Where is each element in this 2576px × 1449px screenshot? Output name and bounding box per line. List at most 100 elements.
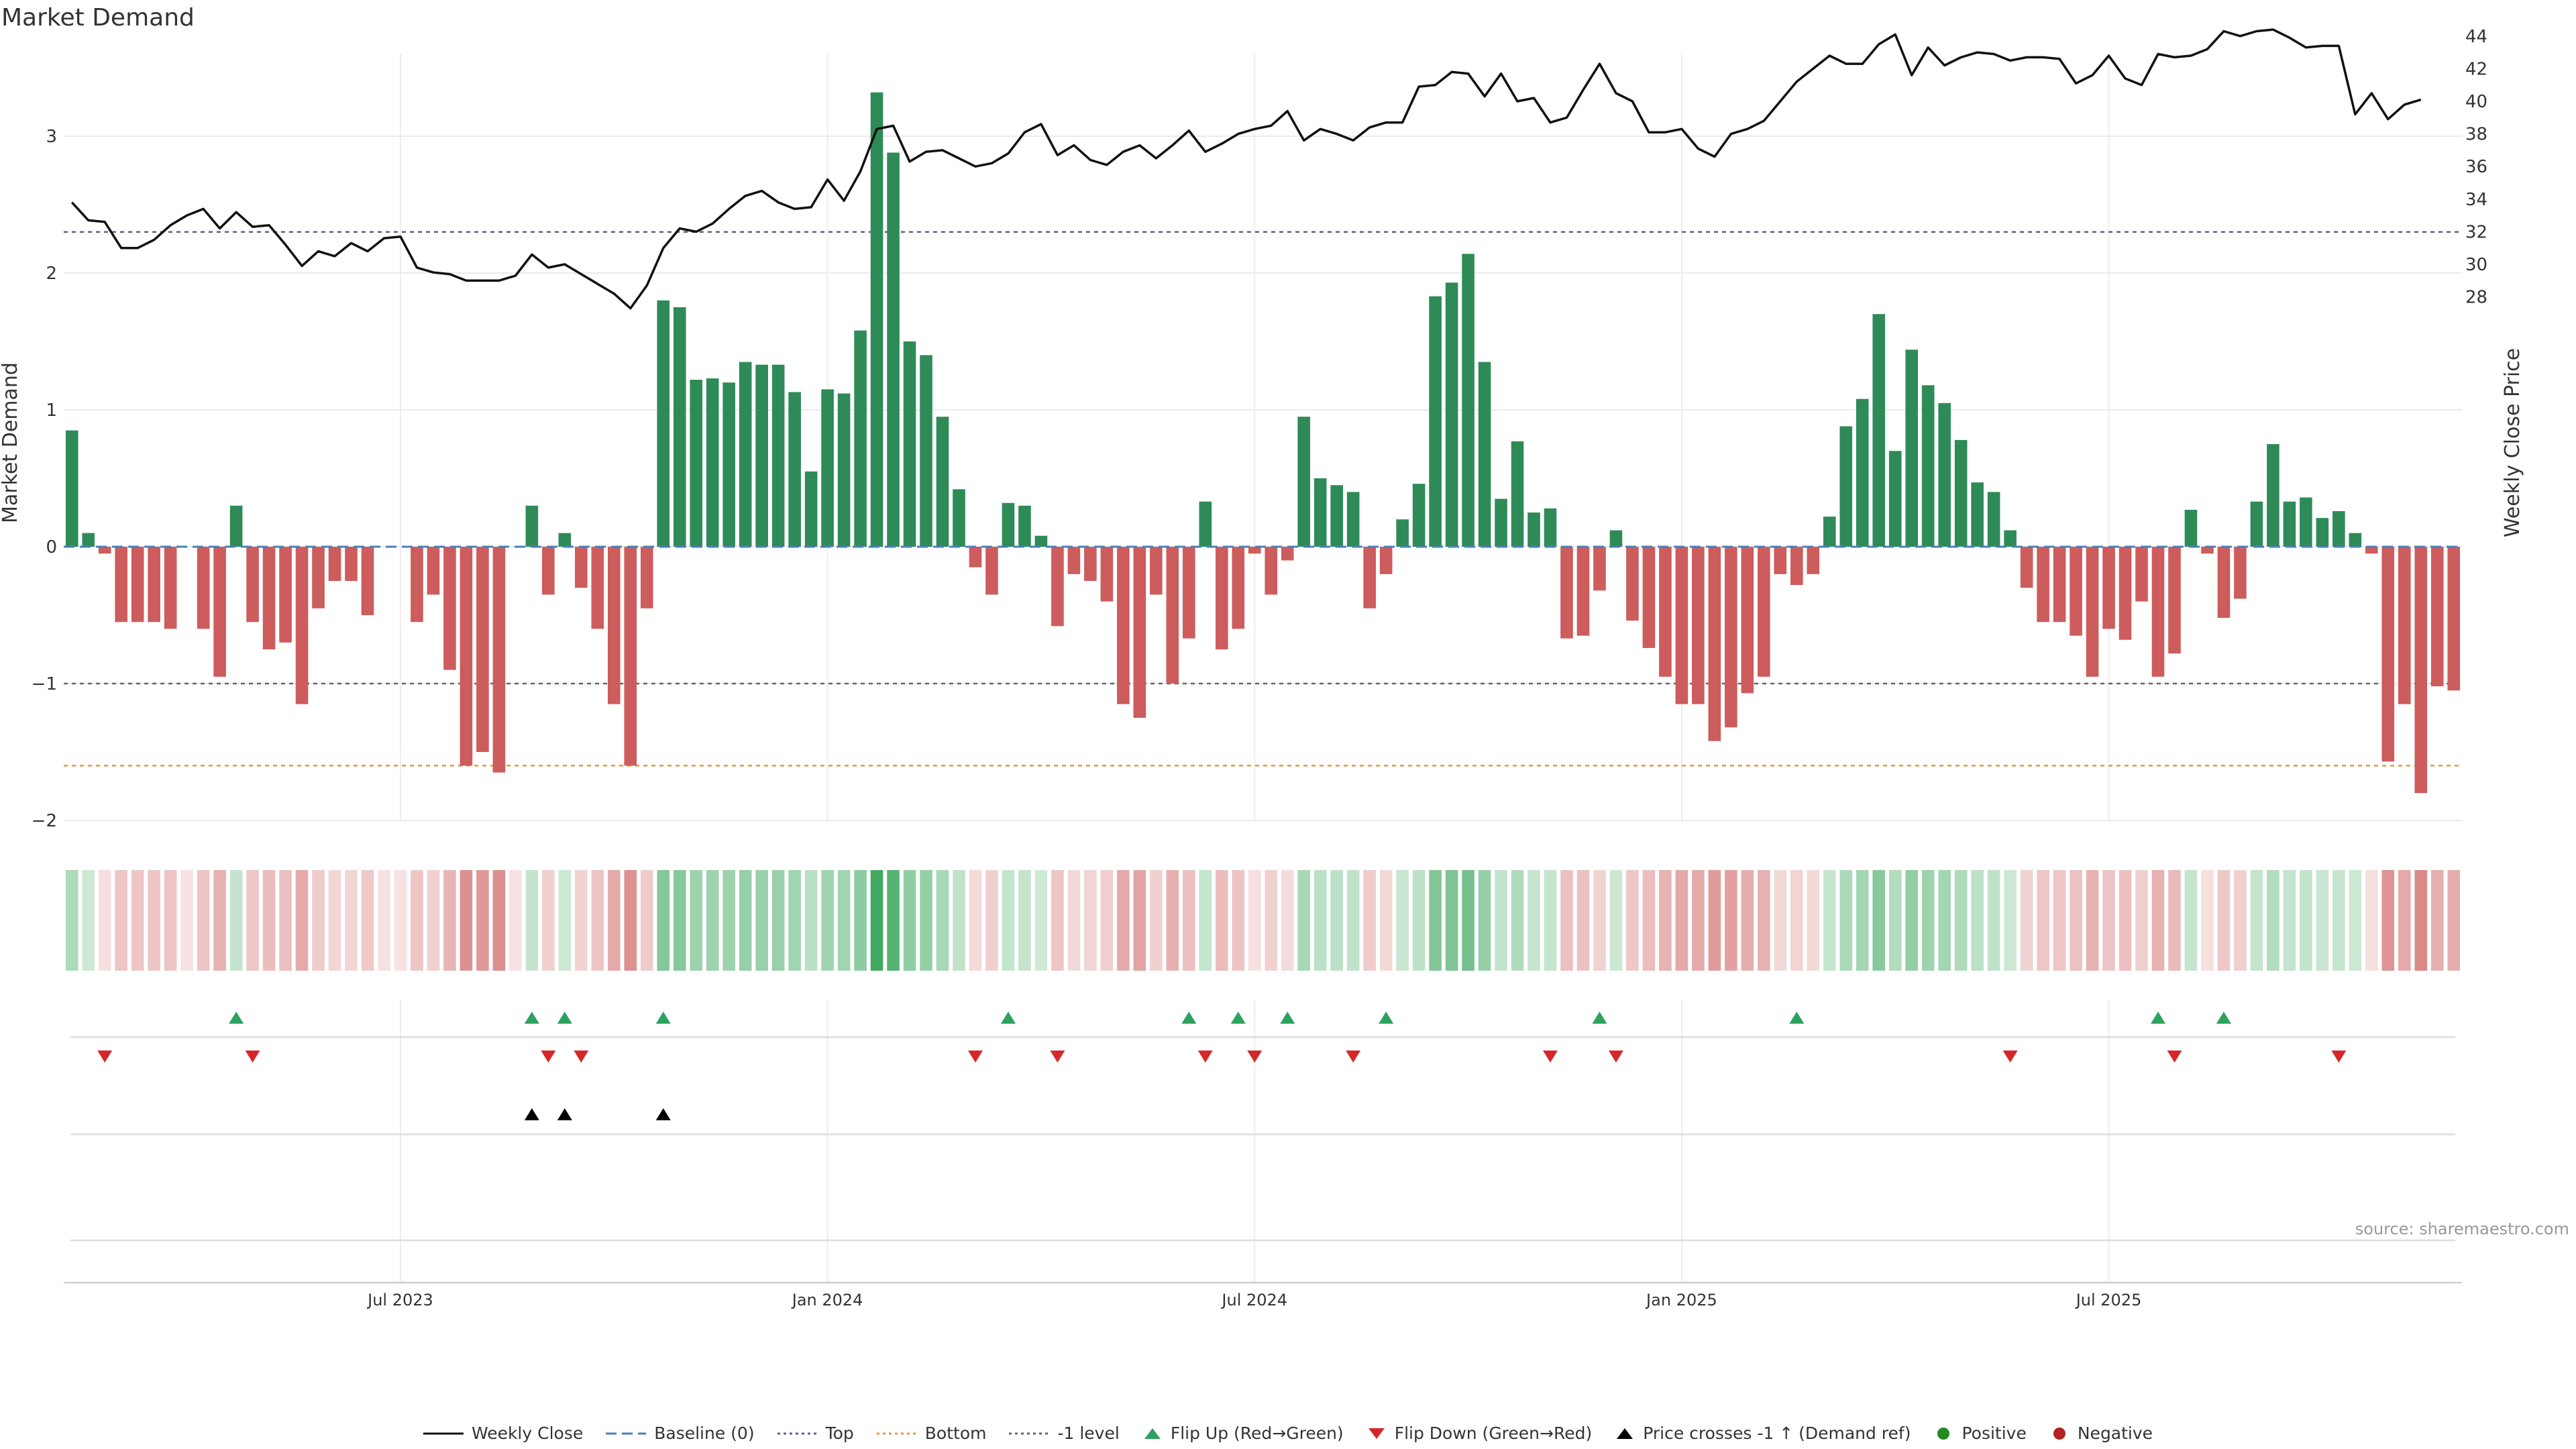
demand-bar	[164, 547, 177, 629]
heat-strip-cell	[2283, 870, 2296, 971]
demand-bar	[607, 547, 621, 704]
flip-down-marker	[1197, 1051, 1213, 1063]
demand-bar	[1971, 482, 1984, 547]
demand-bar	[1429, 296, 1442, 547]
y-tick-label-right: 32	[2465, 222, 2487, 242]
flip-down-marker	[245, 1051, 260, 1063]
heat-strip-cell	[887, 870, 900, 971]
legend-label: Negative	[2077, 1424, 2153, 1443]
y-tick-label-right: 28	[2465, 288, 2487, 308]
legend-bottom[interactable]: Bottom	[876, 1424, 986, 1443]
heat-strip-cell	[1478, 870, 1491, 971]
demand-bar	[788, 392, 801, 547]
legend-label: Flip Down (Green→Red)	[1394, 1424, 1593, 1443]
heat-strip-cell	[985, 870, 998, 971]
flip-up-marker	[655, 1012, 671, 1024]
demand-bar	[295, 547, 309, 704]
legend-baseline[interactable]: Baseline (0)	[606, 1424, 755, 1443]
legend-flip-up[interactable]: Flip Up (Red→Green)	[1142, 1424, 1344, 1443]
heat-strip-cell	[1987, 870, 2000, 971]
demand-bar	[558, 533, 572, 547]
heat-strip-cell	[1248, 870, 1261, 971]
legend-top[interactable]: Top	[777, 1424, 854, 1443]
y-tick-label-right: 30	[2465, 255, 2487, 275]
flip-down-marker	[1050, 1051, 1065, 1063]
demand-bar	[492, 547, 506, 773]
heat-strip-cell	[2217, 870, 2231, 971]
heat-strip-cell	[657, 870, 670, 971]
triangle-up-icon	[1144, 1428, 1161, 1439]
x-tick-label: Jan 2025	[1645, 1291, 1717, 1309]
flip-down-marker	[2002, 1051, 2018, 1063]
demand-bar	[1346, 492, 1360, 547]
legend-dash-icon	[606, 1432, 647, 1434]
heat-strip-cell	[1971, 870, 1984, 971]
demand-bar	[1708, 547, 1721, 741]
price-cross-marker	[557, 1108, 572, 1120]
source-note: source: sharemaestro.com	[2355, 1220, 2569, 1238]
heat-strip-cell	[2168, 870, 2181, 971]
heat-strip-cell	[1626, 870, 1639, 971]
heat-strip-cell	[575, 870, 588, 971]
demand-bar	[525, 505, 539, 547]
heat-strip-cell	[1346, 870, 1360, 971]
legend-flip-down[interactable]: Flip Down (Green→Red)	[1366, 1424, 1593, 1443]
heat-strip-cell	[1084, 870, 1097, 971]
demand-bar	[2135, 547, 2148, 602]
demand-bar	[1576, 547, 1590, 636]
heat-strip-cell	[1363, 870, 1376, 971]
heat-strip-cell	[1692, 870, 1705, 971]
demand-bar	[1313, 478, 1327, 547]
demand-bar	[1905, 350, 1919, 547]
legend-minus-one[interactable]: -1 level	[1009, 1424, 1120, 1443]
heat-strip-cell	[279, 870, 292, 971]
flip-up-marker	[1789, 1012, 1805, 1024]
heat-strip-cell	[115, 870, 128, 971]
heat-strip-cell	[2086, 870, 2099, 971]
demand-bar	[1987, 492, 2000, 547]
legend-positive[interactable]: Positive	[1933, 1424, 2027, 1443]
heat-strip-cell	[953, 870, 965, 971]
y-tick-label-left: 1	[46, 400, 57, 421]
legend-label: Baseline (0)	[654, 1424, 755, 1443]
demand-bar	[1363, 547, 1376, 608]
triangle-up-icon	[1617, 1428, 1633, 1439]
triangle-down-icon	[1368, 1428, 1385, 1439]
heat-strip-cell	[2053, 870, 2066, 971]
demand-bar	[2086, 547, 2099, 677]
legend-dot-line-icon	[1009, 1432, 1050, 1434]
legend-dot-line-icon	[876, 1432, 917, 1434]
heat-strip-cell	[2135, 870, 2148, 971]
demand-bar	[1790, 547, 1803, 586]
demand-bar	[1938, 402, 1951, 547]
heat-strip-cell	[2398, 870, 2411, 971]
demand-bar	[98, 547, 111, 554]
y-tick-label-right: 44	[2465, 27, 2487, 47]
demand-bar	[460, 547, 473, 766]
flip-up-marker	[557, 1012, 572, 1024]
demand-bar	[903, 341, 916, 547]
flip-down-marker	[541, 1051, 556, 1063]
legend-negative[interactable]: Negative	[2049, 1424, 2153, 1443]
heat-strip-cell	[2250, 870, 2263, 971]
heat-strip-cell	[180, 870, 193, 971]
heat-strip-cell	[854, 870, 867, 971]
demand-bar	[1954, 439, 1968, 547]
heat-strip-cell	[1758, 870, 1770, 971]
demand-bar	[115, 547, 128, 623]
legend-price-cross[interactable]: Price crosses -1 ↑ (Demand ref)	[1615, 1424, 1911, 1443]
demand-bar	[1084, 547, 1097, 581]
heat-strip-cell	[1642, 870, 1656, 971]
y-tick-label-left: 0	[46, 537, 57, 557]
legend-weekly-close[interactable]: Weekly Close	[423, 1424, 583, 1443]
demand-bar	[411, 547, 423, 623]
flip-up-marker	[2151, 1012, 2166, 1024]
demand-bar	[2201, 547, 2214, 554]
heat-strip-cell	[1100, 870, 1114, 971]
heat-strip-cell	[1921, 870, 1935, 971]
demand-bar	[1166, 547, 1179, 684]
demand-bar	[197, 547, 210, 629]
heat-strip-cell	[673, 870, 686, 971]
heat-strip-cell	[131, 870, 144, 971]
